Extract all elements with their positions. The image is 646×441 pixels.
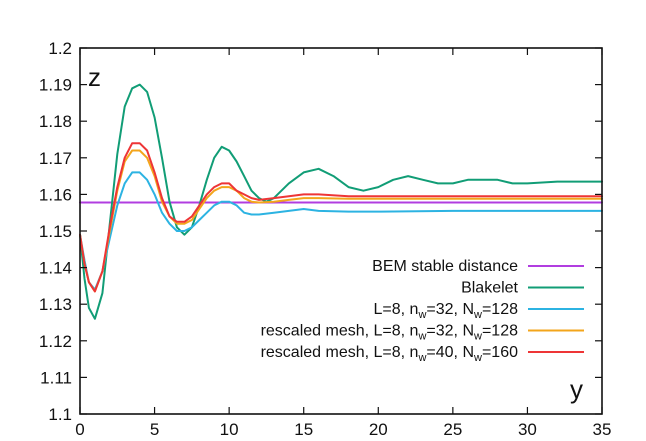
- legend-label-part: rescaled mesh, L=8, n: [261, 323, 419, 340]
- x-tick-label: 5: [150, 420, 159, 439]
- x-tick-label: 35: [593, 420, 612, 439]
- legend-label-part: w: [417, 331, 426, 343]
- x-tick-label: 30: [518, 420, 537, 439]
- series-layer: [79, 83, 603, 320]
- legend-label-part: =128: [482, 323, 518, 340]
- legend-label-part: =160: [482, 344, 518, 361]
- legend-label-part: w: [417, 352, 426, 364]
- y-axis-label: z: [88, 62, 101, 92]
- legend-label-part: =32, N: [426, 323, 474, 340]
- x-tick-label: 0: [75, 420, 84, 439]
- y-tick-label: 1.17: [39, 149, 72, 168]
- legend-label-0: BEM stable distance: [372, 258, 518, 275]
- x-tick-label: 20: [369, 420, 388, 439]
- series-line-3: [79, 149, 603, 293]
- y-tick-label: 1.14: [39, 259, 72, 278]
- y-tick-label: 1.1: [48, 405, 72, 424]
- x-axis-label: y: [570, 374, 583, 404]
- x-tick-label: 25: [443, 420, 462, 439]
- y-tick-label: 1.16: [39, 185, 72, 204]
- legend-label-1: Blakelet: [461, 280, 518, 297]
- legend-label-part: =32, N: [426, 301, 474, 318]
- legend-label-part: w: [473, 309, 482, 321]
- legend-label-3: rescaled mesh, L=8, nw=32, Nw=128: [261, 323, 519, 343]
- series-line-4: [79, 142, 603, 293]
- y-tick-label: 1.12: [39, 332, 72, 351]
- x-tick-label: 10: [220, 420, 239, 439]
- legend-label-part: rescaled mesh, L=8, n: [261, 344, 419, 361]
- x-tick-label: 15: [294, 420, 313, 439]
- series-line-1: [79, 83, 603, 320]
- legend-label-2: L=8, nw=32, Nw=128: [374, 301, 519, 321]
- legend-label-part: =128: [482, 301, 518, 318]
- legend-label-part: L=8, n: [374, 301, 419, 318]
- legend-label-part: w: [473, 352, 482, 364]
- legend-label-4: rescaled mesh, L=8, nw=40, Nw=160: [261, 344, 519, 364]
- y-tick-label: 1.15: [39, 222, 72, 241]
- y-tick-label: 1.19: [39, 76, 72, 95]
- y-tick-label: 1.2: [48, 39, 72, 58]
- y-tick-label: 1.13: [39, 295, 72, 314]
- series-line-2: [79, 171, 603, 291]
- legend-label-part: =40, N: [426, 344, 474, 361]
- y-tick-label: 1.11: [40, 368, 72, 387]
- legend-label-part: w: [417, 309, 426, 321]
- legend-label-part: w: [473, 331, 482, 343]
- y-tick-label: 1.18: [39, 112, 72, 131]
- ticks-layer: 0 5 10 15 20 25 30 35 1.1 1.11 1.12 1.13 1.14 1.15 1.1…: [39, 39, 612, 439]
